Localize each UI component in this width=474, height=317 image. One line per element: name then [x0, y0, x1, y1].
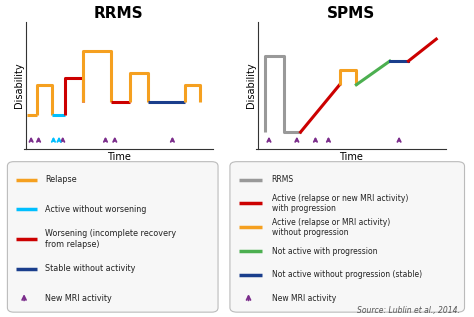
Text: Relapse: Relapse — [45, 175, 77, 184]
Y-axis label: Disability: Disability — [246, 63, 256, 108]
Text: Active without worsening: Active without worsening — [45, 205, 146, 214]
Text: Active (relapse or new MRI activity)
with progression: Active (relapse or new MRI activity) wit… — [272, 194, 408, 213]
Text: New MRI activity: New MRI activity — [272, 294, 336, 303]
Text: RRMS: RRMS — [272, 175, 294, 184]
Text: Worsening (incomplete recovery
from relapse): Worsening (incomplete recovery from rela… — [45, 230, 176, 249]
Y-axis label: Disability: Disability — [14, 63, 24, 108]
Text: Source: Lublin et al., 2014.: Source: Lublin et al., 2014. — [357, 307, 460, 315]
Text: Active (relapse or MRI activity)
without progression: Active (relapse or MRI activity) without… — [272, 217, 390, 237]
Title: RRMS: RRMS — [94, 6, 143, 21]
Title: SPMS: SPMS — [327, 6, 375, 21]
FancyBboxPatch shape — [8, 162, 218, 312]
Text: Not active without progression (stable): Not active without progression (stable) — [272, 270, 422, 279]
Text: Not active with progression: Not active with progression — [272, 247, 377, 256]
Text: New MRI activity: New MRI activity — [45, 294, 112, 303]
FancyBboxPatch shape — [230, 162, 465, 312]
X-axis label: Time: Time — [107, 152, 130, 162]
Text: Stable without activity: Stable without activity — [45, 264, 135, 274]
X-axis label: Time: Time — [339, 152, 363, 162]
